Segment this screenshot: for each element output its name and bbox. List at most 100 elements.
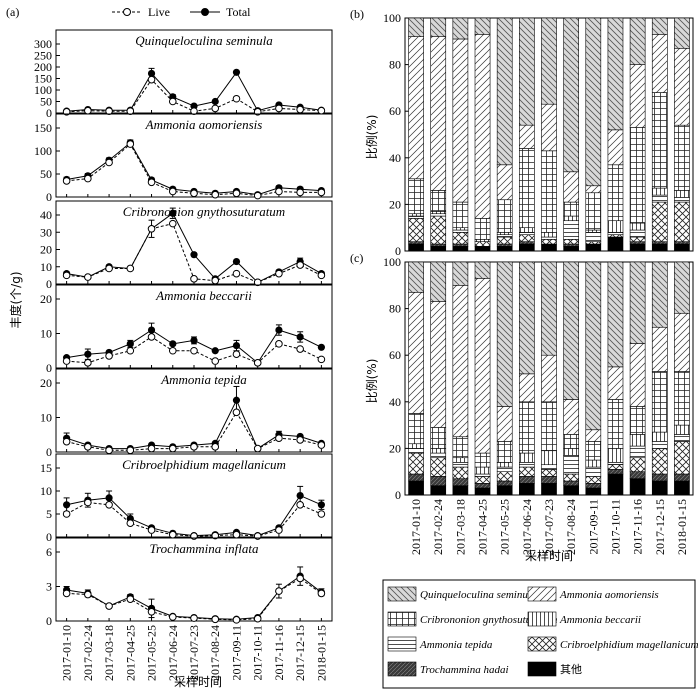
bar-segment-ammonia-tepida [496, 234, 513, 238]
live-point [317, 589, 326, 598]
bar-segment-ammonia-beccarii [452, 457, 469, 463]
bar-segment-cribrononion-gnythosuturatum [674, 371, 690, 426]
live-point [253, 614, 262, 623]
bar-segment-other [408, 243, 424, 252]
panel-a-ylabel: 丰度(个/g) [8, 271, 23, 328]
legend-swatch-ammonia-aomoriensis [527, 586, 557, 602]
bar-segment-quinqueloculina-seminula [519, 17, 535, 126]
total-point [211, 347, 219, 355]
bar-segment-cribrononion-gnythosuturatum [519, 148, 535, 228]
live-point [62, 510, 71, 518]
live-line [66, 501, 322, 537]
total-point [190, 251, 198, 259]
y-tick-label: 60 [389, 104, 401, 118]
live-point [168, 219, 177, 228]
bar-segment-ammonia-beccarii [607, 448, 624, 463]
total-point [169, 340, 177, 348]
bar-segment-ammonia-tepida [629, 445, 646, 459]
bar-segment-ammonia-tepida [563, 455, 579, 475]
bar-segment-ammonia-aomoriensis [496, 164, 513, 201]
bar-segment-other [519, 483, 535, 496]
bar-segment-other [607, 236, 624, 252]
live-point [275, 526, 283, 534]
live-point [126, 519, 135, 528]
live-point [296, 105, 304, 114]
bar-segment-cribrononion-gnythosuturatum [607, 399, 624, 449]
y-tick-label: 40 [389, 395, 401, 409]
y-tick-label: 3 [46, 580, 52, 594]
live-point [253, 278, 262, 287]
bar-segment-ammonia-beccarii [629, 222, 646, 231]
bar-segment-ammonia-beccarii [408, 213, 424, 217]
bar-segment-ammonia-beccarii [541, 232, 557, 238]
y-tick-label: 20 [389, 441, 401, 455]
bar-segment-trochammina-hadai [651, 473, 668, 482]
live-point [275, 340, 283, 348]
legend-label-cribroelphidium-magellanicum: Cribroelphidium magellanicum [560, 639, 699, 651]
bar-segment-ammonia-tepida [585, 466, 602, 477]
live-point [296, 436, 304, 444]
live-point [190, 107, 198, 115]
x-tick-label-a: 2017-10-11 [251, 625, 265, 681]
y-tick-label: 0 [46, 361, 52, 375]
x-tick-label-a: 2017-04-25 [123, 625, 137, 681]
bar-segment-ammonia-beccarii [674, 190, 690, 198]
live-point [168, 97, 177, 106]
bar-segment-cribroelphidium-magellanicum [651, 448, 668, 475]
bar-segment-cribrononion-gnythosuturatum [585, 441, 602, 461]
live-point [211, 104, 220, 113]
bar-segment-quinqueloculina-seminula [607, 261, 624, 368]
line-chart-cribrononion-gnythosuturatum: 0 10 20 30 40 Cribrononion gnythosuturatum [40, 200, 333, 291]
bar-segment-quinqueloculina-seminula [651, 17, 668, 35]
y-tick-label: 10 [40, 484, 52, 498]
bar-segment-ammonia-tepida [408, 215, 424, 219]
bar-segment-trochammina-hadai [674, 241, 690, 245]
bar-segment-ammonia-tepida [519, 462, 535, 468]
live-point [190, 189, 198, 198]
chart-title: Quinqueloculina seminula [135, 33, 273, 48]
bar-segment-cribroelphidium-magellanicum [585, 241, 602, 245]
bar-segment-ammonia-tepida [430, 213, 447, 217]
bar-segment-ammonia-aomoriensis [674, 47, 690, 126]
bar-segment-cribrononion-gnythosuturatum [474, 452, 491, 468]
legend-label-ammonia-beccarii: Ammonia beccarii [559, 614, 641, 626]
live-point [190, 346, 198, 355]
x-tick-label-c: 2017-08-24 [564, 499, 578, 555]
bar-segment-trochammina-hadai [651, 241, 668, 245]
y-tick-label: 100 [383, 11, 401, 25]
bar-segment-trochammina-hadai [674, 473, 690, 482]
legend-label-ammonia-tepida: Ammonia tepida [419, 639, 493, 651]
bar-segment-other [474, 246, 491, 252]
bar-segment-cribrononion-gnythosuturatum [430, 190, 447, 212]
total-line [66, 494, 322, 537]
total-line [66, 399, 322, 450]
bar-segment-quinqueloculina-seminula [496, 261, 513, 407]
live-point [84, 443, 92, 451]
live-point [232, 530, 241, 539]
bar-segment-trochammina-hadai [496, 243, 513, 247]
y-tick-label: 0 [46, 190, 52, 204]
y-tick-label: 10 [40, 260, 52, 274]
bar-segment-trochammina-hadai [519, 476, 535, 484]
bar-segment-quinqueloculina-seminula [430, 261, 447, 302]
bar-segment-quinqueloculina-seminula [674, 17, 690, 49]
chart-title: Ammonia aomoriensis [145, 117, 263, 132]
bar-segment-ammonia-tepida [563, 220, 579, 240]
live-point [126, 140, 135, 148]
bar-segment-ammonia-tepida [541, 464, 557, 470]
y-tick-label: 100 [34, 83, 52, 97]
live-line [66, 577, 322, 621]
y-tick-label: 5 [46, 507, 52, 521]
bar-segment-cribroelphidium-magellanicum [430, 457, 447, 477]
legend-label-other: 其他 [560, 663, 582, 676]
bar-segment-cribroelphidium-magellanicum [629, 236, 646, 242]
bar-segment-quinqueloculina-seminula [452, 261, 469, 286]
live-point [62, 437, 71, 446]
bar-segment-quinqueloculina-seminula [408, 261, 424, 293]
total-point [63, 501, 71, 509]
bar-segment-cribrononion-gnythosuturatum [651, 92, 668, 189]
live-point [168, 444, 177, 453]
live-point [211, 615, 220, 624]
